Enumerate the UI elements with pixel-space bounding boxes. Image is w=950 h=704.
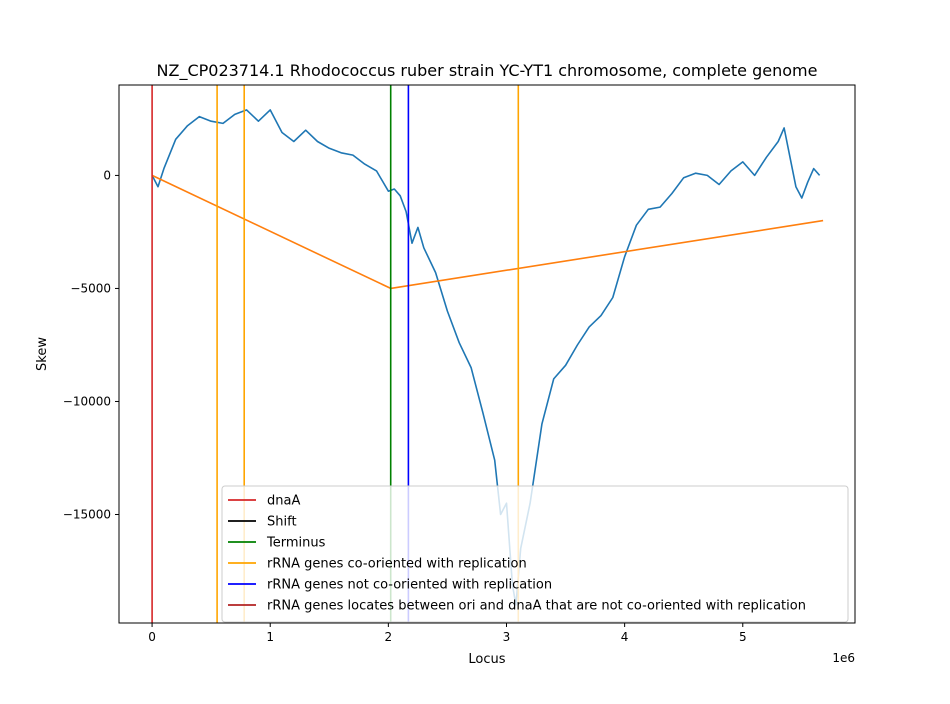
legend-label-4: rRNA genes not co-oriented with replicat… xyxy=(267,578,552,593)
x-tick-label-5: 5 xyxy=(739,630,747,644)
legend: dnaA Shift Terminus rRNA genes co-oriented … xyxy=(221,485,849,623)
legend-label-5: rRNA genes locates between ori and dnaA … xyxy=(267,599,806,614)
legend-label-1: Shift xyxy=(267,515,297,530)
legend-label-2: Terminus xyxy=(266,536,326,551)
x-axis-label: Locus xyxy=(468,652,505,667)
chart-title: NZ_CP023714.1 Rhodococcus ruber strain Y… xyxy=(157,61,818,81)
y-tick-label-0: 0 xyxy=(103,168,111,182)
legend-box xyxy=(221,485,849,623)
legend-label-0: dnaA xyxy=(267,494,300,509)
y-tick-label-2: −10000 xyxy=(63,394,111,408)
x-axis: 0 1 2 3 4 5 xyxy=(148,623,747,644)
y-tick-label-1: −5000 xyxy=(70,281,111,295)
x-tick-label-2: 2 xyxy=(385,630,393,644)
x-tick-label-0: 0 xyxy=(148,630,156,644)
x-tick-label-3: 3 xyxy=(503,630,511,644)
y-axis-label: Skew xyxy=(35,337,50,371)
plot-frame xyxy=(118,84,856,624)
y-axis: 0 −5000 −10000 −15000 xyxy=(63,168,119,521)
y-tick-label-3: −15000 xyxy=(63,507,111,521)
legend-label-3: rRNA genes co-oriented with replication xyxy=(267,557,527,572)
x-axis-offset-label: 1e6 xyxy=(832,651,855,665)
x-tick-label-1: 1 xyxy=(266,630,274,644)
x-tick-label-4: 4 xyxy=(621,630,629,644)
